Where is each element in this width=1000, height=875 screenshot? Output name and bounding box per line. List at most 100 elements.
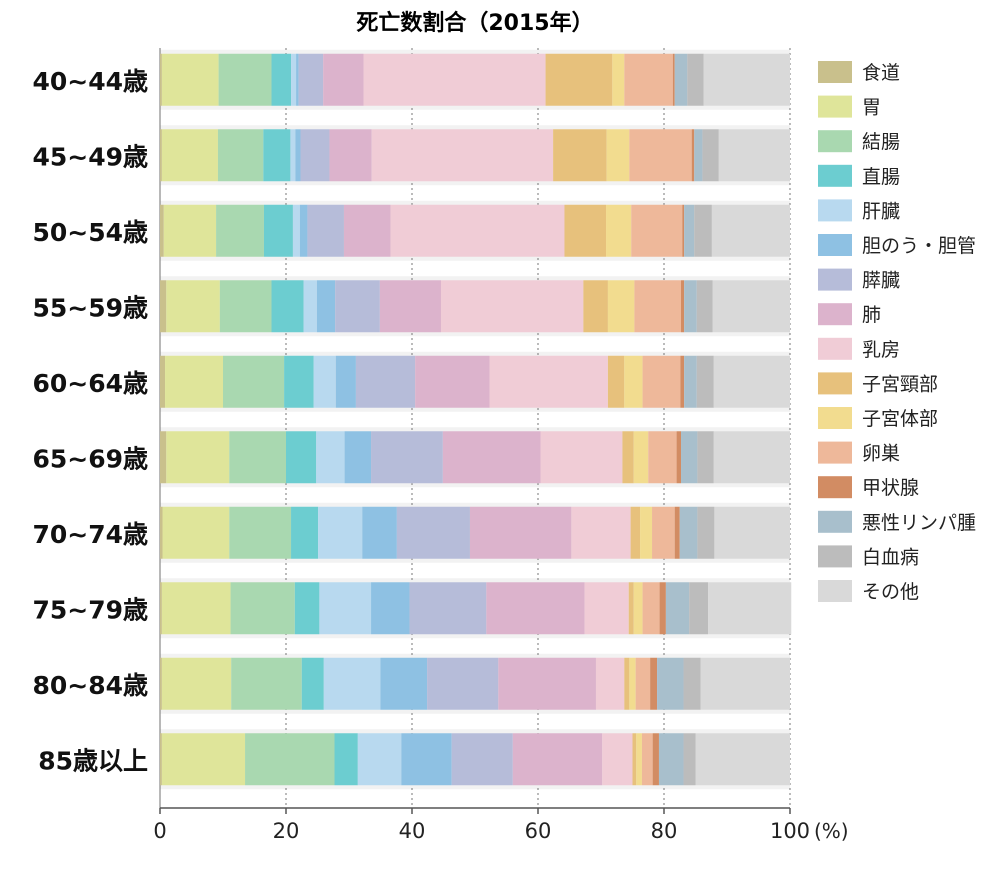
x-unit-label: (%) xyxy=(814,819,849,843)
bar-segment xyxy=(622,431,634,484)
category-label: 65~69歳 xyxy=(32,444,148,473)
legend-swatch xyxy=(818,407,852,429)
bar-segment xyxy=(316,280,336,333)
bar-segment xyxy=(629,129,692,182)
bar-segment xyxy=(629,657,636,710)
bar-segment xyxy=(166,431,230,484)
legend-label: 悪性リンパ腫 xyxy=(862,512,976,534)
legend-label: 甲状腺 xyxy=(862,477,919,499)
bar-segment xyxy=(290,129,296,182)
bar-segment xyxy=(650,657,658,710)
bar-segment xyxy=(223,355,285,408)
bar-segment xyxy=(319,582,372,635)
bar-segment xyxy=(286,431,317,484)
category-label: 50~54歳 xyxy=(32,218,148,247)
bar-segment xyxy=(697,431,714,484)
bar-segment xyxy=(583,280,608,333)
bar-segment xyxy=(160,733,162,786)
legend-swatch xyxy=(818,164,852,187)
bar-segment xyxy=(628,582,634,635)
legend-swatch xyxy=(818,199,852,222)
bar-segment xyxy=(681,431,698,484)
bar-segment xyxy=(160,582,162,635)
bar-segment xyxy=(357,733,402,786)
bar-segment xyxy=(161,582,231,635)
category-label: 80~84歳 xyxy=(32,671,148,700)
bar-segment xyxy=(713,355,790,408)
bar-segment xyxy=(165,355,223,408)
bar-segment xyxy=(652,733,659,786)
bar-segment xyxy=(681,280,685,333)
bar-segment xyxy=(216,204,264,257)
bar-segment xyxy=(564,204,607,257)
bar-segment xyxy=(695,733,790,786)
bar-segment xyxy=(642,355,681,408)
bar-segment xyxy=(284,355,314,408)
bar-segment xyxy=(355,355,416,408)
bar-segment xyxy=(442,431,541,484)
bar-segment xyxy=(160,506,163,559)
bar-segment xyxy=(271,53,292,106)
bar-segment xyxy=(718,129,790,182)
bar-segment xyxy=(571,506,631,559)
bar-segment xyxy=(665,582,690,635)
bar-segment xyxy=(680,355,685,408)
bar-segment xyxy=(271,280,304,333)
bar-segment xyxy=(489,355,608,408)
bar-segment xyxy=(595,657,625,710)
bar-segment xyxy=(636,733,642,786)
legend-label: 乳房 xyxy=(862,339,900,361)
legend-label: 子宮体部 xyxy=(862,408,938,430)
legend-label: 肺 xyxy=(862,304,881,326)
x-tick-label: 20 xyxy=(273,819,300,843)
category-label: 55~59歳 xyxy=(32,293,148,322)
bar-segment xyxy=(633,582,643,635)
bar-segment xyxy=(296,53,299,106)
bar-segment xyxy=(371,582,410,635)
x-tick-label: 0 xyxy=(153,819,166,843)
bar-segment xyxy=(469,506,572,559)
category-label: 45~49歳 xyxy=(32,142,148,171)
bar-segment xyxy=(652,506,675,559)
legend-swatch xyxy=(818,510,852,533)
bar-segment xyxy=(512,733,603,786)
bar-segment xyxy=(679,506,698,559)
bar-segment xyxy=(486,582,585,635)
bar-segment xyxy=(160,204,164,257)
bar-segment xyxy=(694,129,703,182)
bar-segment xyxy=(683,733,696,786)
bar-segment xyxy=(633,431,649,484)
bar-segment xyxy=(545,53,613,106)
bar-segment xyxy=(657,657,684,710)
legend-swatch xyxy=(818,61,852,83)
legend-label: 白血病 xyxy=(862,546,919,568)
bar-segment xyxy=(299,204,308,257)
legend-swatch xyxy=(818,372,852,395)
bar-segment xyxy=(607,355,625,408)
bar-segment xyxy=(301,657,324,710)
bar-segment xyxy=(691,129,695,182)
bar-segment xyxy=(323,53,364,106)
bar-segment xyxy=(684,355,697,408)
x-tick-label: 80 xyxy=(651,819,678,843)
bar-segment xyxy=(711,204,790,257)
bar-segment xyxy=(217,129,264,182)
bar-segment xyxy=(640,506,653,559)
bar-segment xyxy=(642,582,660,635)
category-label: 60~64歳 xyxy=(32,369,148,398)
legend-label: 結腸 xyxy=(862,131,900,153)
legend-swatch xyxy=(818,337,852,360)
bar-segment xyxy=(379,280,441,333)
bar-segment xyxy=(641,733,653,786)
bar-segment xyxy=(318,506,363,559)
bar-segment xyxy=(162,506,230,559)
bar-segment xyxy=(624,53,673,106)
category-label: 85歳以上 xyxy=(38,746,148,775)
bar-segment xyxy=(298,53,324,106)
legend-label: 直腸 xyxy=(862,166,900,188)
bar-segment xyxy=(229,506,292,559)
bar-segment xyxy=(363,53,546,106)
bar-segment xyxy=(684,280,697,333)
category-label: 40~44歳 xyxy=(32,67,148,96)
